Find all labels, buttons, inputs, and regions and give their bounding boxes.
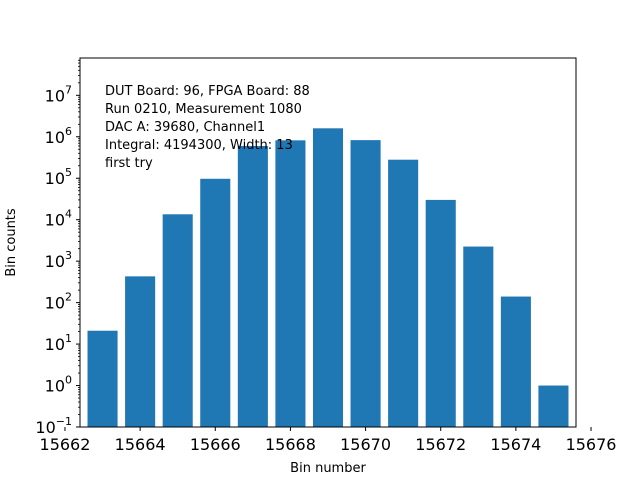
x-tick-label: 15670 [340,435,391,454]
x-axis-ticks: 15662 15664 15666 15668 15670 15672 15674 15676 [40,427,617,454]
bar-15671 [388,159,419,428]
x-tick-label: 15676 [566,435,617,454]
bar-15667 [237,145,268,428]
annotation-line: first try [105,156,153,171]
y-tick-label: 103 [45,249,72,271]
x-tick-label: 15662 [40,435,91,454]
bar-15669 [312,128,344,428]
y-tick-label: 102 [45,291,72,313]
y-axis-ticks: 10−1 100 101 102 103 104 105 106 107 [35,83,80,437]
bar-15673 [463,246,494,427]
annotation-line: Integral: 4194300, Width: 13 [105,138,293,153]
annotation-line: Run 0210, Measurement 1080 [105,102,302,117]
bar-15670 [350,140,381,427]
y-tick-label: 100 [45,374,72,396]
bar-15675 [538,385,569,427]
bar-15664 [125,276,156,427]
x-tick-label: 15672 [415,435,466,454]
bar-15674 [500,296,531,427]
x-tick-label: 15674 [490,435,541,454]
y-tick-label: 106 [45,125,72,147]
x-tick-label: 15666 [190,435,241,454]
x-tick-label: 15664 [115,435,166,454]
bar-15665 [162,214,193,427]
y-tick-label: 107 [45,83,72,105]
y-tick-label: 105 [45,166,72,188]
y-tick-label: 10−1 [35,415,72,437]
bar-15668 [275,140,306,427]
annotation-line: DUT Board: 96, FPGA Board: 88 [105,84,310,99]
bar-15672 [425,199,456,427]
annotation-block: DUT Board: 96, FPGA Board: 88 Run 0210, M… [105,84,310,171]
bar-15666 [200,178,231,427]
plot-frame [79,57,577,428]
annotation-line: DAC A: 39680, Channel1 [105,120,265,135]
y-tick-label: 101 [45,332,72,354]
x-axis-label: Bin number [290,461,366,476]
bar-15663 [87,330,118,427]
x-tick-label: 15668 [265,435,316,454]
bars-group [87,128,569,428]
y-tick-label: 104 [45,208,72,230]
y-axis-label: Bin counts [4,208,19,277]
